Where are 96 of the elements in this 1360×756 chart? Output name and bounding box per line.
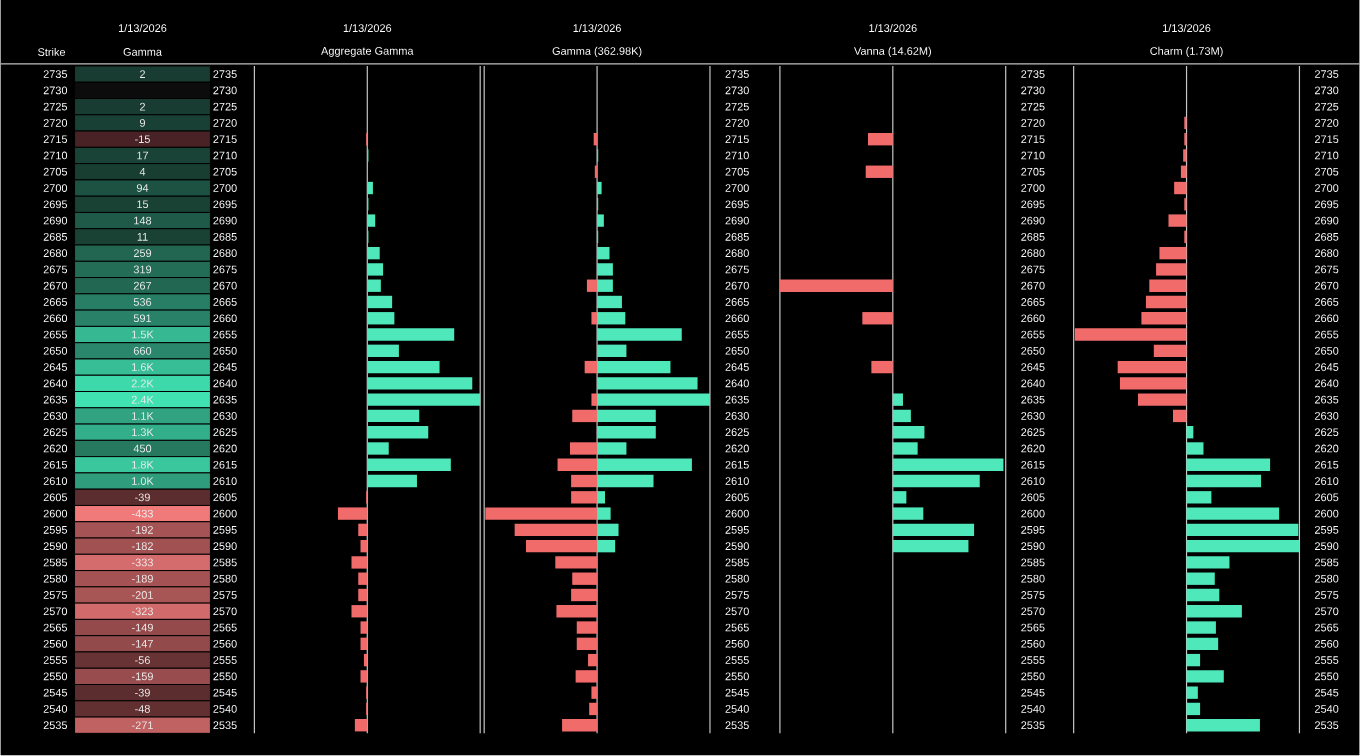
- bar: [562, 719, 598, 732]
- bar: [576, 621, 598, 635]
- bar: [892, 524, 975, 537]
- bar: [358, 572, 368, 586]
- bar: [1186, 524, 1299, 537]
- bar: [591, 312, 598, 325]
- bar: [892, 426, 925, 439]
- bar: [1186, 475, 1262, 488]
- bar: [1180, 165, 1187, 179]
- bar: [597, 524, 619, 537]
- bar: [555, 556, 598, 569]
- bar: [597, 475, 654, 488]
- bar: [597, 296, 622, 309]
- bar: [367, 442, 389, 456]
- bar: [597, 361, 671, 374]
- bar: [367, 426, 429, 439]
- bar: [865, 165, 893, 179]
- bar: [584, 361, 598, 374]
- bar: [367, 328, 455, 342]
- bar: [867, 133, 893, 146]
- bar: [1186, 719, 1260, 732]
- bar: [557, 458, 598, 472]
- bar: [367, 361, 440, 374]
- bar: [572, 410, 598, 423]
- bar: [367, 279, 381, 293]
- bar: [1159, 247, 1187, 260]
- bar: [367, 458, 451, 472]
- bar: [892, 458, 1004, 472]
- bar: [892, 393, 903, 407]
- bar: [1174, 182, 1187, 195]
- bar: [367, 182, 373, 195]
- bar: [367, 410, 420, 423]
- bar: [1186, 540, 1300, 553]
- bar: [367, 263, 384, 276]
- bar: [862, 312, 893, 325]
- bar: [597, 312, 626, 325]
- bar: [1173, 410, 1187, 423]
- bar: [1117, 361, 1187, 374]
- bar: [367, 247, 380, 260]
- bar: [556, 605, 598, 618]
- bar: [892, 540, 969, 553]
- bar: [514, 524, 598, 537]
- bar: [871, 361, 893, 374]
- bar: [1141, 312, 1187, 325]
- bar: [571, 475, 598, 488]
- bar: [1186, 458, 1271, 472]
- bar: [367, 214, 376, 228]
- bar: [597, 247, 610, 260]
- bar: [597, 344, 627, 358]
- bar: [597, 263, 613, 276]
- bar: [572, 572, 598, 586]
- bar: [360, 621, 368, 635]
- bar: [1186, 637, 1219, 651]
- bar: [367, 344, 399, 358]
- bar: [1186, 589, 1220, 602]
- bar: [1153, 344, 1187, 358]
- bar: [525, 540, 598, 553]
- bar: [1186, 442, 1204, 456]
- bar: [779, 279, 893, 293]
- bar: [588, 654, 598, 667]
- bar: [351, 556, 368, 569]
- bar: [597, 540, 616, 553]
- bar: [892, 410, 911, 423]
- bar: [597, 328, 682, 342]
- bar: [351, 605, 368, 618]
- bar: [597, 442, 627, 456]
- bar: [1186, 703, 1201, 716]
- bar: [1186, 621, 1216, 635]
- bar: [569, 442, 598, 456]
- bar: [367, 312, 395, 325]
- bar: [597, 279, 613, 293]
- bar: [1186, 605, 1242, 618]
- bar: [597, 410, 656, 423]
- bar: [1149, 279, 1187, 293]
- bar: [1145, 296, 1187, 309]
- bar: [1186, 654, 1201, 667]
- bar: [597, 426, 656, 439]
- bar: [1186, 556, 1230, 569]
- bar: [358, 589, 368, 602]
- bar: [571, 589, 598, 602]
- bar: [367, 475, 417, 488]
- bar: [892, 442, 918, 456]
- bar: [354, 719, 368, 732]
- bar: [367, 296, 393, 309]
- bar: [597, 458, 692, 472]
- bar: [576, 637, 598, 651]
- bar: [892, 475, 980, 488]
- bar: [597, 214, 604, 228]
- bar: [586, 279, 598, 293]
- bar: [358, 524, 368, 537]
- bar: [1156, 263, 1187, 276]
- bar: [589, 703, 598, 716]
- bar: [1074, 328, 1187, 342]
- bar: [1186, 572, 1215, 586]
- bar: [1168, 214, 1187, 228]
- bar: [591, 393, 598, 407]
